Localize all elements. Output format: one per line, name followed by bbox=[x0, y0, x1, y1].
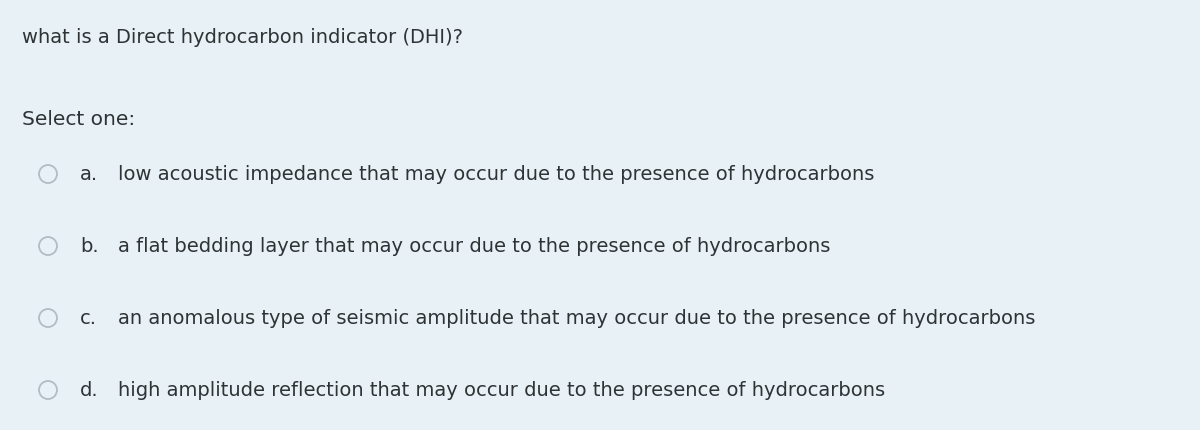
Text: c.: c. bbox=[80, 309, 97, 328]
Ellipse shape bbox=[38, 166, 58, 184]
Text: a flat bedding layer that may occur due to the presence of hydrocarbons: a flat bedding layer that may occur due … bbox=[118, 237, 830, 256]
Text: b.: b. bbox=[80, 237, 98, 256]
Text: an anomalous type of seismic amplitude that may occur due to the presence of hyd: an anomalous type of seismic amplitude t… bbox=[118, 309, 1036, 328]
Text: high amplitude reflection that may occur due to the presence of hydrocarbons: high amplitude reflection that may occur… bbox=[118, 381, 886, 399]
Text: a.: a. bbox=[80, 165, 98, 184]
Ellipse shape bbox=[38, 237, 58, 255]
Text: d.: d. bbox=[80, 381, 98, 399]
Ellipse shape bbox=[38, 381, 58, 399]
Ellipse shape bbox=[38, 309, 58, 327]
Text: Select one:: Select one: bbox=[22, 110, 136, 129]
Text: what is a Direct hydrocarbon indicator (DHI)?: what is a Direct hydrocarbon indicator (… bbox=[22, 28, 463, 47]
Text: low acoustic impedance that may occur due to the presence of hydrocarbons: low acoustic impedance that may occur du… bbox=[118, 165, 875, 184]
